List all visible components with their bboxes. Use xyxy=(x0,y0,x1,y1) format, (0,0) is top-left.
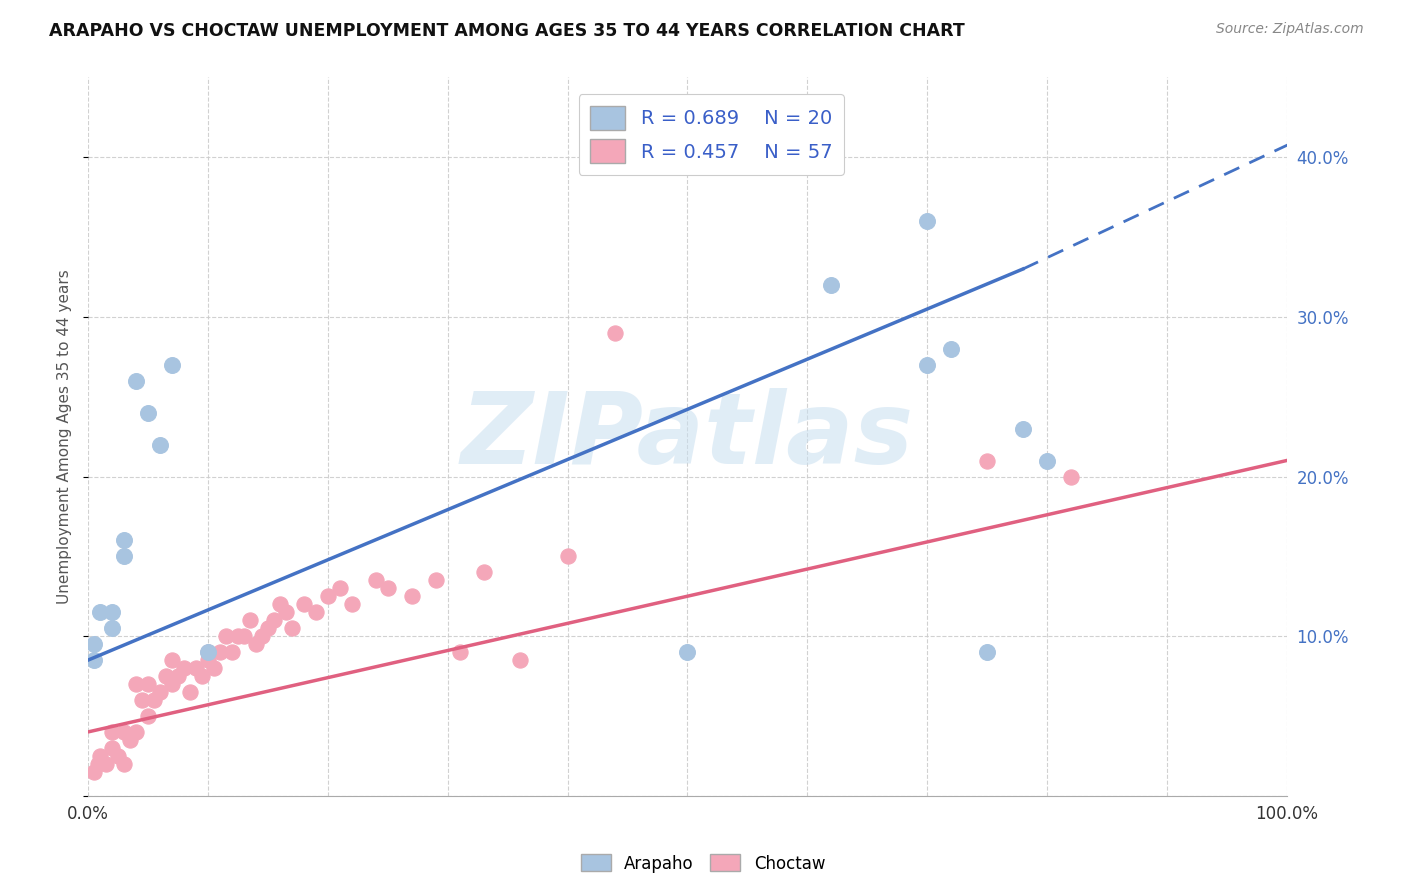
Point xyxy=(173,661,195,675)
Point xyxy=(136,406,159,420)
Point xyxy=(197,645,219,659)
Text: Source: ZipAtlas.com: Source: ZipAtlas.com xyxy=(1216,22,1364,37)
Point xyxy=(160,653,183,667)
Point xyxy=(112,756,135,771)
Point xyxy=(1036,453,1059,467)
Point xyxy=(226,629,249,643)
Point xyxy=(472,566,495,580)
Point xyxy=(915,358,938,372)
Point xyxy=(915,214,938,228)
Point xyxy=(329,581,352,595)
Point xyxy=(202,661,225,675)
Point xyxy=(281,621,304,635)
Point xyxy=(83,764,105,779)
Point xyxy=(557,549,579,564)
Point xyxy=(820,277,842,292)
Point xyxy=(263,613,285,627)
Point xyxy=(149,685,172,699)
Point xyxy=(401,589,423,603)
Point xyxy=(364,574,387,588)
Point xyxy=(316,589,339,603)
Point xyxy=(233,629,256,643)
Point xyxy=(676,645,699,659)
Point xyxy=(120,732,142,747)
Legend: R = 0.689    N = 20, R = 0.457    N = 57: R = 0.689 N = 20, R = 0.457 N = 57 xyxy=(579,95,844,175)
Point xyxy=(449,645,471,659)
Point xyxy=(112,549,135,564)
Point xyxy=(89,605,111,619)
Point xyxy=(976,453,998,467)
Point xyxy=(208,645,231,659)
Point xyxy=(149,437,172,451)
Point xyxy=(245,637,267,651)
Point xyxy=(143,693,166,707)
Point xyxy=(107,748,129,763)
Point xyxy=(269,597,291,611)
Point xyxy=(257,621,280,635)
Point xyxy=(425,574,447,588)
Point xyxy=(131,693,153,707)
Legend: Arapaho, Choctaw: Arapaho, Choctaw xyxy=(574,847,832,880)
Text: ZIPatlas: ZIPatlas xyxy=(461,388,914,485)
Point xyxy=(125,725,148,739)
Point xyxy=(101,605,124,619)
Point xyxy=(155,669,177,683)
Point xyxy=(112,725,135,739)
Point xyxy=(89,748,111,763)
Point xyxy=(101,740,124,755)
Point xyxy=(125,374,148,388)
Point xyxy=(377,581,399,595)
Point xyxy=(239,613,262,627)
Point xyxy=(221,645,243,659)
Point xyxy=(179,685,201,699)
Point xyxy=(167,669,190,683)
Point xyxy=(1012,422,1035,436)
Point xyxy=(250,629,273,643)
Point xyxy=(197,645,219,659)
Point xyxy=(160,358,183,372)
Point xyxy=(274,605,297,619)
Y-axis label: Unemployment Among Ages 35 to 44 years: Unemployment Among Ages 35 to 44 years xyxy=(58,269,72,604)
Point xyxy=(1060,469,1083,483)
Point xyxy=(101,725,124,739)
Point xyxy=(136,709,159,723)
Point xyxy=(101,621,124,635)
Point xyxy=(136,677,159,691)
Point xyxy=(83,637,105,651)
Point xyxy=(87,756,110,771)
Point xyxy=(340,597,363,611)
Point xyxy=(939,342,962,356)
Point xyxy=(125,677,148,691)
Point xyxy=(292,597,315,611)
Point xyxy=(160,677,183,691)
Point xyxy=(215,629,238,643)
Point xyxy=(509,653,531,667)
Text: ARAPAHO VS CHOCTAW UNEMPLOYMENT AMONG AGES 35 TO 44 YEARS CORRELATION CHART: ARAPAHO VS CHOCTAW UNEMPLOYMENT AMONG AG… xyxy=(49,22,965,40)
Point xyxy=(112,533,135,548)
Point xyxy=(83,653,105,667)
Point xyxy=(191,669,214,683)
Point xyxy=(184,661,207,675)
Point xyxy=(197,653,219,667)
Point xyxy=(605,326,627,340)
Point xyxy=(94,756,117,771)
Point xyxy=(976,645,998,659)
Point xyxy=(305,605,328,619)
